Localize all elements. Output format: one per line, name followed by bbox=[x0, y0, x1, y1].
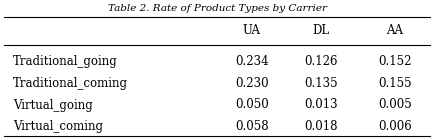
Text: AA: AA bbox=[386, 24, 404, 37]
Text: Traditional_coming: Traditional_coming bbox=[13, 77, 128, 90]
Text: Virtual_going: Virtual_going bbox=[13, 99, 93, 111]
Text: Table 2. Rate of Product Types by Carrier: Table 2. Rate of Product Types by Carrie… bbox=[108, 4, 326, 13]
Text: UA: UA bbox=[243, 24, 261, 37]
Text: 0.152: 0.152 bbox=[378, 55, 412, 68]
Text: 0.005: 0.005 bbox=[378, 99, 412, 111]
Text: 0.006: 0.006 bbox=[378, 120, 412, 133]
Text: Virtual_coming: Virtual_coming bbox=[13, 120, 103, 133]
Text: 0.050: 0.050 bbox=[235, 99, 269, 111]
Text: 0.230: 0.230 bbox=[235, 77, 269, 90]
Text: 0.234: 0.234 bbox=[235, 55, 269, 68]
Text: DL: DL bbox=[312, 24, 330, 37]
Text: Traditional_going: Traditional_going bbox=[13, 55, 118, 68]
Text: 0.018: 0.018 bbox=[304, 120, 338, 133]
Text: 0.126: 0.126 bbox=[304, 55, 338, 68]
Text: 0.135: 0.135 bbox=[304, 77, 338, 90]
Text: 0.013: 0.013 bbox=[304, 99, 338, 111]
Text: 0.058: 0.058 bbox=[235, 120, 269, 133]
Text: 0.155: 0.155 bbox=[378, 77, 412, 90]
